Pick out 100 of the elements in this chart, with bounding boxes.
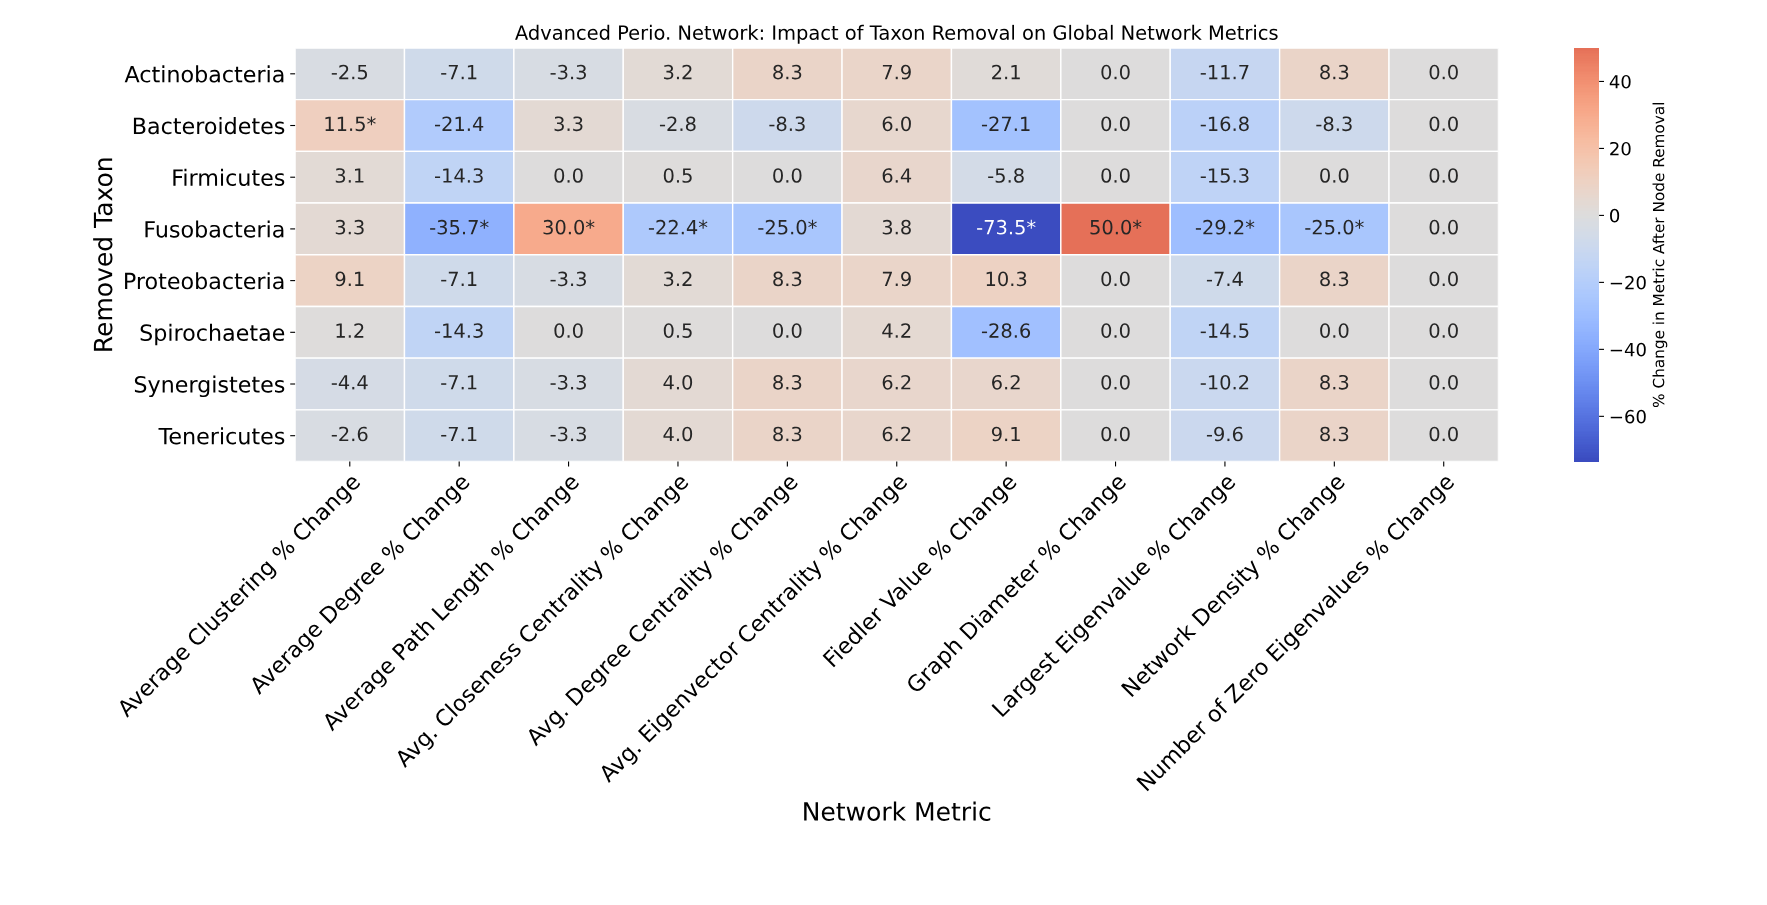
data-label: 0.0 (1101, 168, 1130, 183)
data-label: 11.5* (325, 116, 376, 132)
data-label: 6.2 (992, 374, 1020, 390)
data-label: 0.0 (1320, 168, 1349, 183)
data-label: 30.0* (543, 219, 595, 235)
data-label: -8.3 (769, 116, 805, 132)
data-label: 0.0 (1429, 374, 1458, 390)
data-label: 0.0 (1429, 323, 1458, 338)
data-label: 0.0 (1429, 116, 1458, 132)
data-label: 6.4 (882, 168, 912, 183)
data-label: 3.3 (335, 219, 364, 235)
data-label: -10.2 (1200, 374, 1249, 390)
data-label: -14.5 (1200, 323, 1249, 338)
data-label: 9.1 (991, 426, 1020, 442)
data-label: 4.0 (663, 426, 693, 442)
data-label: -3.3 (550, 374, 586, 390)
data-label: -3.3 (550, 271, 586, 287)
data-label: -27.1 (981, 116, 1030, 131)
data-label: 8.3 (773, 64, 802, 80)
data-label: 7.9 (882, 64, 911, 80)
y-tick-label: Actinobacteria (124, 65, 284, 83)
data-label: -5.8 (988, 168, 1024, 183)
data-label: 8.3 (1320, 426, 1349, 442)
data-label: -9.6 (1206, 426, 1243, 442)
data-label: -14.3 (434, 168, 483, 183)
color-bar-title: % Change in Metric After Node Removal (1652, 103, 1668, 408)
data-label: 2.1 (992, 64, 1020, 80)
y-tick-label: Synergistetes (134, 375, 285, 398)
data-label: -16.8 (1200, 116, 1249, 132)
data-label: -3.3 (550, 426, 586, 442)
data-label: 0.0 (1101, 271, 1130, 287)
color-bar-label: −20 (1610, 275, 1646, 290)
data-label: 0.0 (1429, 271, 1458, 287)
data-label: 6.0 (882, 116, 911, 132)
data-label: 8.3 (1320, 271, 1349, 287)
data-label: 0.0 (773, 168, 802, 183)
data-label: 0.0 (1429, 168, 1458, 183)
data-label: 9.1 (335, 271, 364, 287)
data-label: 0.0 (1101, 116, 1130, 132)
y-tick-label: Bacteroidetes (133, 117, 285, 135)
data-label: 0.0 (1101, 323, 1130, 338)
data-label: 0.0 (1429, 426, 1458, 442)
color-bar-label: 40 (1609, 74, 1631, 89)
data-label: 8.3 (1320, 64, 1349, 80)
data-label: -4.4 (331, 375, 368, 390)
data-label: -7.4 (1206, 271, 1243, 286)
data-label: -11.7 (1200, 65, 1249, 80)
data-label: -8.3 (1316, 116, 1352, 132)
data-label: 3.2 (663, 271, 692, 287)
data-label: 10.3 (986, 271, 1027, 287)
color-bar-label: 0 (1610, 208, 1620, 223)
data-label: 1.2 (336, 323, 364, 338)
y-tick-label: Tenericutes (158, 427, 285, 445)
data-label: 0.5 (663, 323, 692, 338)
data-label: -2.6 (331, 426, 368, 442)
data-label: 8.3 (773, 374, 802, 390)
data-label: 0.0 (554, 168, 583, 183)
data-label: 0.0 (1101, 374, 1130, 390)
data-label: -73.5* (977, 219, 1036, 235)
data-label: 3.2 (663, 64, 692, 80)
data-label: 0.0 (1101, 64, 1130, 80)
data-label: 8.3 (1320, 374, 1349, 390)
data-label: -28.6 (981, 323, 1031, 338)
data-label: -15.3 (1200, 168, 1249, 183)
data-label: 8.3 (773, 271, 802, 287)
data-label: 0.0 (1429, 64, 1458, 80)
data-label: 0.0 (1429, 219, 1458, 235)
data-label: -7.1 (441, 426, 477, 442)
y-tick-label: Firmicutes (173, 168, 285, 186)
data-label: 3.3 (554, 116, 583, 132)
data-label: -25.0* (1305, 219, 1364, 235)
data-label: -29.2* (1195, 219, 1255, 235)
data-label: 7.9 (882, 271, 911, 287)
data-label: -2.8 (659, 116, 696, 132)
data-label: -3.3 (550, 64, 586, 80)
data-label: 8.3 (773, 426, 802, 442)
data-label: -7.1 (441, 375, 477, 390)
x-axis-title: Network Metric (804, 801, 991, 821)
data-label: 3.1 (335, 168, 364, 183)
data-label: -25.0* (758, 219, 817, 235)
data-label: 4.0 (663, 374, 693, 390)
data-label: 50.0* (1090, 219, 1142, 235)
color-bar-label: −60 (1610, 409, 1646, 424)
y-tick-label: Fusobacteria (145, 220, 284, 238)
data-label: 3.8 (882, 219, 911, 235)
data-label: -14.3 (434, 323, 483, 338)
data-label: -22.4* (648, 219, 708, 235)
data-label: -21.4 (434, 116, 484, 131)
data-label: -2.5 (331, 64, 368, 80)
data-label: 6.2 (882, 426, 911, 442)
data-label: -7.1 (441, 65, 477, 80)
data-label: 6.2 (882, 374, 911, 390)
y-tick-label: Proteobacteria (125, 272, 284, 290)
data-label: -35.7* (430, 219, 489, 235)
data-label: 0.0 (773, 323, 802, 338)
color-bar-label: 20 (1610, 141, 1631, 156)
data-label: 4.2 (882, 323, 911, 338)
data-label: 0.0 (554, 323, 583, 338)
y-tick-label: Spirochaetae (140, 323, 285, 346)
data-label: 0.0 (1320, 323, 1349, 338)
